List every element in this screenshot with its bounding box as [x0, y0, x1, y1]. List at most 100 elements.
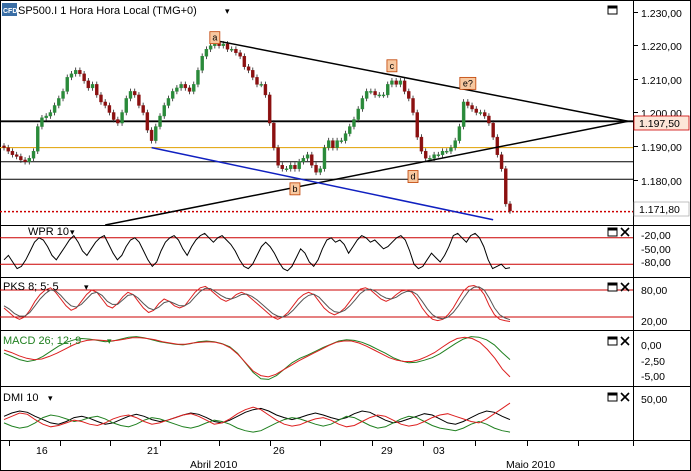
candle-body — [461, 101, 466, 127]
candle-body — [52, 105, 57, 113]
candle-body — [120, 112, 124, 124]
candle-body — [276, 147, 280, 166]
candle-body — [339, 140, 344, 142]
candle-body — [483, 112, 487, 117]
candle-body — [407, 91, 411, 99]
indicator-line-+di — [3, 414, 511, 433]
wpr-close-icon[interactable] — [620, 227, 630, 237]
candle-body — [133, 91, 137, 96]
candle-body — [466, 101, 470, 106]
axis-tick-label: 1.180,00 — [641, 176, 682, 188]
cfd-logo: CFD — [3, 8, 17, 15]
candle-body — [364, 91, 369, 99]
candle-body — [259, 84, 263, 86]
price-labels: 1.197,50 1.171,80 — [633, 115, 690, 217]
candle-body — [234, 49, 238, 53]
candle-body — [449, 147, 453, 152]
candle-body — [280, 165, 284, 169]
main-pane-title: SP500.I 1 Hora Hora Local (TMG+0) — [18, 5, 197, 17]
candle-body — [40, 117, 44, 127]
candle-body — [440, 150, 445, 155]
wave-marker-label: e? — [463, 78, 473, 88]
candle-body — [19, 156, 23, 161]
candle-body — [36, 126, 40, 152]
candle-body — [428, 158, 432, 160]
wpr-menu-arrow[interactable]: ▾ — [70, 228, 75, 238]
candle-body — [44, 115, 48, 118]
candle-body — [99, 94, 103, 103]
candle-body — [369, 91, 373, 93]
date-tick-label: 03 — [433, 445, 445, 457]
axis-tick-label: 50,00 — [641, 394, 667, 406]
pks-close-icon[interactable] — [620, 282, 630, 292]
candle-body — [305, 154, 310, 159]
pks-pane-title: PKS 8; 5; 5 — [3, 281, 59, 293]
axis-tick-label: -5,00 — [641, 371, 665, 383]
candle-body — [445, 150, 449, 153]
candle-body — [402, 80, 407, 92]
candle-body — [242, 56, 247, 67]
title-menu-arrow[interactable]: ▾ — [225, 7, 230, 17]
candle-body — [23, 159, 27, 162]
wave-marker-label: b — [292, 184, 297, 194]
macd-menu-arrow[interactable]: ▾ — [107, 337, 112, 347]
candle-body — [103, 101, 107, 106]
main-maximize-icon[interactable] — [607, 5, 618, 15]
candle-body — [183, 84, 188, 89]
axis-tick-label: 20,00 — [641, 316, 667, 328]
candle-body — [179, 84, 183, 89]
pane-controls — [607, 5, 630, 402]
candle-body — [61, 91, 65, 99]
month-label: Maio 2010 — [506, 459, 555, 471]
candle-body — [78, 70, 82, 75]
candle-body — [14, 154, 19, 157]
candle-body — [90, 84, 95, 89]
candle-body — [267, 94, 272, 124]
axis-tick-label: 0,00 — [641, 340, 662, 352]
pks-menu-arrow[interactable]: ▾ — [84, 283, 89, 293]
wave-marker-box — [289, 182, 301, 196]
candle-body — [141, 105, 145, 113]
dmi-close-icon[interactable] — [620, 392, 630, 402]
dmi-maximize-icon[interactable] — [607, 392, 618, 402]
candle-body — [48, 112, 53, 117]
indicator-line-wpr — [3, 232, 511, 272]
candle-body — [2, 145, 6, 148]
price-candles — [2, 39, 512, 214]
dmi-menu-arrow[interactable]: ▾ — [48, 394, 53, 404]
candle-body — [487, 115, 491, 124]
candle-body — [107, 105, 112, 113]
candle-body — [170, 91, 175, 99]
candle-body — [314, 165, 318, 173]
current-price-box — [633, 201, 690, 217]
axis-tick-label: 1.230,00 — [641, 8, 682, 20]
axis-tick-label: 1.190,00 — [641, 142, 682, 154]
candle-body — [377, 94, 381, 97]
macd-close-icon[interactable] — [620, 336, 630, 346]
candle-body — [335, 140, 339, 148]
candle-body — [432, 154, 436, 159]
cfd-logo-box — [2, 3, 17, 16]
macd-maximize-icon[interactable] — [607, 336, 618, 346]
candle-body — [69, 73, 74, 78]
candle-body — [331, 140, 335, 148]
indicator-line-signal — [3, 336, 511, 378]
current-price-label: 1.171,80 — [639, 204, 680, 216]
candle-body — [491, 122, 495, 138]
candle-body — [373, 91, 377, 96]
candle-body — [398, 80, 403, 85]
axis-tick-label: 1.220,00 — [641, 41, 682, 53]
axis-tick-label: -2,50 — [641, 356, 665, 368]
candle-body — [495, 136, 500, 155]
candle-body — [326, 140, 331, 148]
candle-body — [187, 87, 192, 92]
wpr-maximize-icon[interactable] — [607, 227, 618, 237]
candle-body — [192, 84, 196, 92]
candle-body — [10, 150, 15, 155]
wave-markers: a b c d e? — [209, 31, 477, 196]
pks-maximize-icon[interactable] — [607, 282, 618, 292]
candle-body — [470, 105, 474, 110]
candle-body — [65, 77, 69, 92]
trendline — [214, 39, 629, 123]
